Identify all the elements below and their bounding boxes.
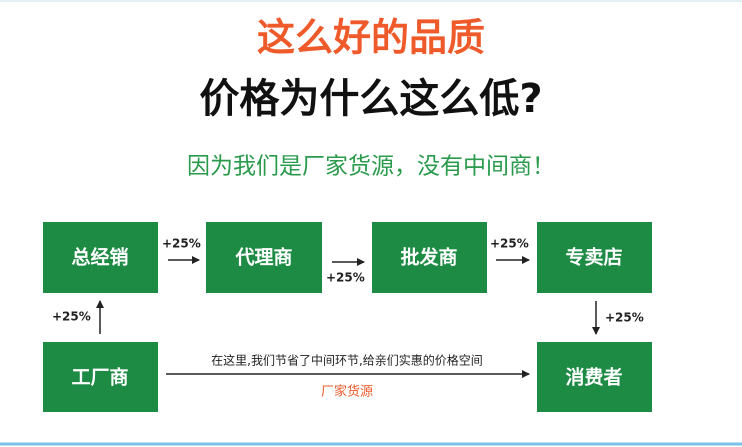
node-box xyxy=(206,222,322,293)
node-label: 代理商 xyxy=(234,246,292,269)
edge-label: +25% xyxy=(605,311,644,325)
edge-label: +25% xyxy=(326,271,365,285)
node-label: 批发商 xyxy=(400,246,457,269)
node-box xyxy=(43,222,158,293)
node-label: 工厂商 xyxy=(71,366,128,389)
node-box xyxy=(537,222,652,293)
note-text: 在这里,我们节省了中间环节,给亲们实惠的价格空间 xyxy=(211,353,483,368)
node-box xyxy=(43,342,158,412)
node-label: 消费者 xyxy=(565,366,622,389)
edge-label: +25% xyxy=(162,237,201,251)
note-source: 厂家货源 xyxy=(321,384,373,400)
node-box xyxy=(372,222,487,293)
subtitle: 因为我们是厂家货源，没有中间商！ xyxy=(187,154,555,180)
title-line1: 这么好的品质 xyxy=(257,16,485,60)
node-box xyxy=(537,342,652,412)
edge-label: +25% xyxy=(52,310,91,324)
title-line2: 价格为什么这么低? xyxy=(199,76,542,122)
node-label: 总经销 xyxy=(71,246,128,269)
node-label: 专卖店 xyxy=(565,246,622,269)
edge-label: +25% xyxy=(490,237,529,251)
